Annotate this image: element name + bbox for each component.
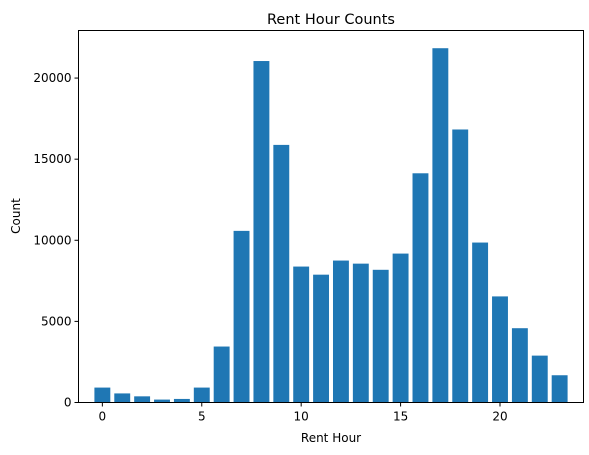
- x-tick-label: 0: [99, 410, 107, 424]
- bar-hour-8: [253, 61, 270, 403]
- bar-hour-19: [472, 242, 489, 403]
- y-axis-label: Count: [9, 198, 23, 234]
- y-axis-ticks: 0 5000 10000 15000 20000: [33, 71, 79, 410]
- bar-hour-22: [531, 355, 548, 403]
- bar-hour-17: [432, 48, 449, 403]
- plot-frame: [78, 30, 584, 403]
- bar-hour-12: [332, 260, 349, 403]
- y-tick-label: 20000: [33, 71, 71, 85]
- bar-hour-3: [154, 399, 170, 403]
- bar-hour-23: [551, 375, 568, 403]
- y-tick-label: 10000: [33, 233, 71, 247]
- bar-hour-18: [452, 129, 469, 403]
- x-tick-label: 5: [198, 410, 206, 424]
- x-axis-label: Rent Hour: [301, 431, 361, 445]
- bar-hour-4: [173, 398, 190, 403]
- bars-group: [94, 48, 568, 403]
- bar-hour-10: [293, 266, 310, 403]
- chart-title: Rent Hour Counts: [267, 12, 395, 28]
- bar-hour-21: [511, 328, 528, 403]
- x-axis-ticks: 0 5 10 15 20: [99, 402, 508, 424]
- bar-hour-6: [213, 346, 230, 403]
- bar-hour-20: [492, 296, 508, 403]
- bar-hour-13: [352, 263, 369, 403]
- x-tick-label: 10: [294, 410, 309, 424]
- bar-hour-9: [273, 144, 290, 403]
- bar-hour-5: [193, 387, 210, 403]
- bar-hour-1: [114, 393, 131, 403]
- bar-hour-11: [313, 274, 330, 403]
- y-tick-label: 15000: [33, 152, 71, 166]
- y-tick-label: 0: [64, 396, 72, 410]
- bar-hour-14: [372, 269, 389, 403]
- bar-hour-0: [94, 387, 111, 403]
- bar-hour-7: [233, 230, 250, 403]
- bar-hour-15: [392, 253, 409, 403]
- x-tick-label: 15: [393, 410, 408, 424]
- bar-hour-16: [412, 173, 429, 403]
- y-tick-label: 5000: [41, 314, 72, 328]
- x-tick-label: 20: [492, 410, 507, 424]
- bar-hour-2: [134, 396, 151, 403]
